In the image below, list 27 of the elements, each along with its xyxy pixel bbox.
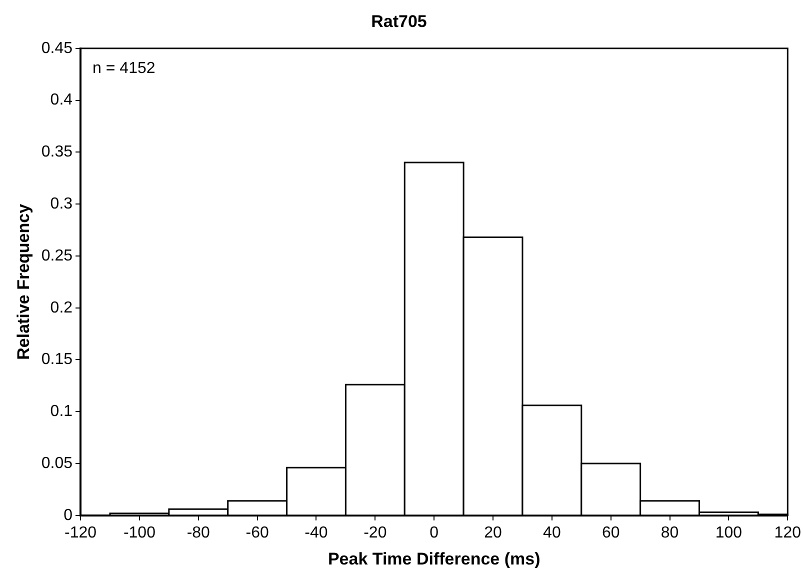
- x-tick-label: 100: [715, 524, 742, 542]
- y-tick-label: 0.1: [50, 403, 73, 420]
- chart-title: Rat705: [371, 12, 427, 31]
- y-tick-label: 0.15: [41, 351, 73, 368]
- y-tick-label: 0.4: [50, 92, 73, 109]
- x-tick-label: 20: [484, 524, 502, 542]
- x-tick-label: 0: [430, 524, 439, 542]
- y-tick-label: 0.3: [50, 195, 73, 212]
- annotation: n = 4152: [92, 60, 156, 77]
- x-tick-label: -60: [246, 524, 269, 542]
- y-tick-label: 0.35: [41, 144, 73, 161]
- x-tick-label: -80: [186, 524, 210, 542]
- y-tick-label: 0.05: [41, 454, 73, 472]
- x-tick-label: 120: [774, 524, 802, 542]
- x-tick-label: 60: [602, 524, 620, 542]
- x-tick-label: -120: [64, 524, 97, 542]
- x-axis-title: Peak Time Difference (ms): [328, 549, 540, 568]
- y-tick-label: 0: [64, 506, 73, 524]
- x-tick-label: 40: [543, 524, 561, 542]
- y-axis-title: Relative Frequency: [14, 203, 33, 360]
- x-tick-label: -100: [123, 524, 156, 542]
- x-tick-label: 80: [660, 524, 679, 542]
- y-tick-label: 0.45: [41, 40, 73, 57]
- x-tick-label: -40: [304, 524, 328, 542]
- x-tick-label: -20: [364, 524, 387, 542]
- y-tick-label: 0.25: [41, 247, 73, 264]
- y-tick-label: 0.2: [50, 299, 73, 316]
